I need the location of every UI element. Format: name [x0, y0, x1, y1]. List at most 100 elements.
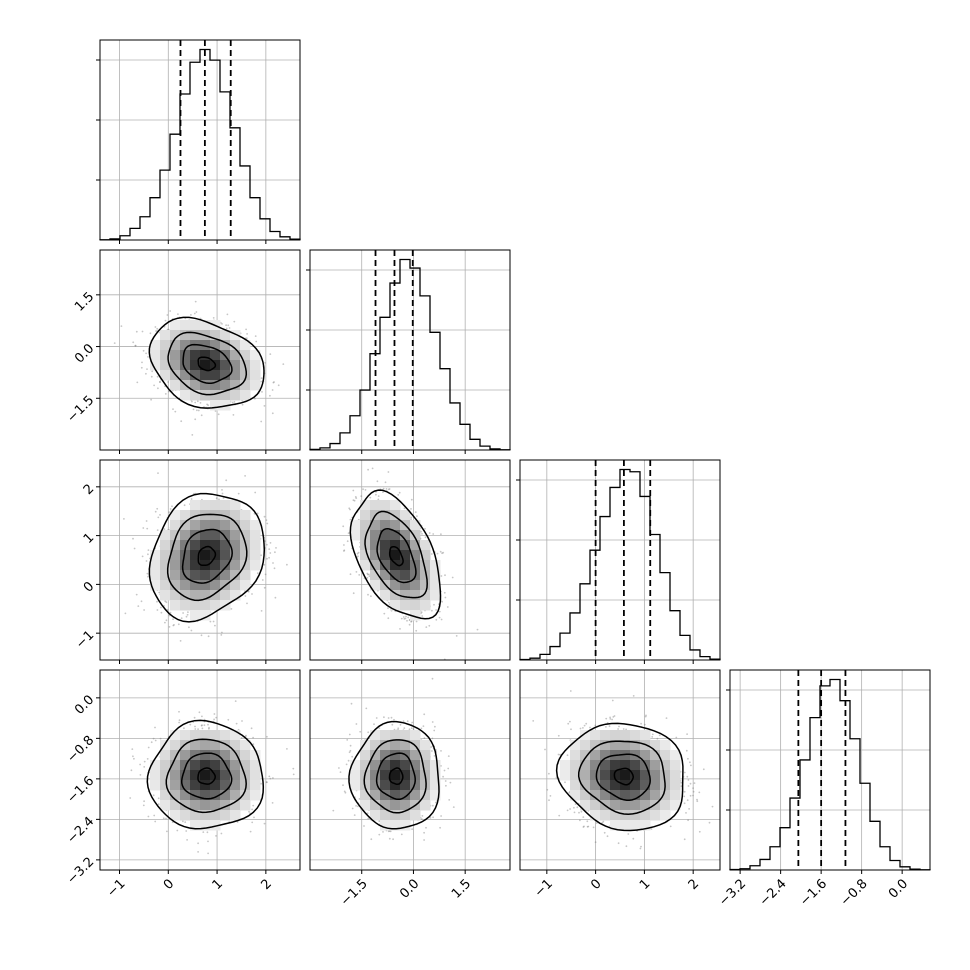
- density-cell: [420, 760, 431, 771]
- density-cell: [200, 770, 211, 781]
- density-cell: [630, 730, 641, 741]
- density-cell: [620, 790, 631, 801]
- density-cell: [230, 560, 241, 571]
- density-cell: [420, 780, 431, 791]
- density-cell: [390, 520, 401, 531]
- density-cell: [200, 730, 211, 741]
- density-cell: [210, 760, 221, 771]
- histogram-panel-2: [516, 459, 721, 661]
- density-cell: [210, 540, 221, 551]
- density-cell: [240, 570, 251, 581]
- density-cell: [400, 810, 411, 821]
- density-cell: [370, 780, 381, 791]
- density-cell: [160, 330, 171, 341]
- density-cell: [210, 730, 221, 741]
- histogram-bars: [309, 258, 511, 451]
- density-cell: [640, 770, 651, 781]
- density-cell: [170, 800, 181, 811]
- density-cell: [200, 750, 211, 761]
- density-cell: [370, 810, 381, 821]
- density-cell: [670, 800, 681, 811]
- density-cell: [160, 790, 171, 801]
- contour-line: [388, 767, 404, 786]
- density-cell: [380, 780, 391, 791]
- density-cell: [620, 810, 631, 821]
- density-cell: [230, 580, 241, 591]
- density-cell: [650, 760, 661, 771]
- density-cell: [240, 780, 251, 791]
- density-cell: [580, 730, 591, 741]
- density-cell: [210, 580, 221, 591]
- density-cell: [220, 810, 231, 821]
- density-cell: [190, 780, 201, 791]
- density-cell: [400, 760, 411, 771]
- density-cell: [650, 810, 661, 821]
- density-cell: [150, 770, 161, 781]
- panel-frame: [99, 669, 301, 871]
- density-cell: [610, 760, 621, 771]
- density-cell: [240, 760, 251, 771]
- density-cell: [670, 760, 681, 771]
- density-cell: [220, 540, 231, 551]
- density-cell: [200, 380, 211, 391]
- density-cell: [190, 540, 201, 551]
- density-cell: [630, 760, 641, 771]
- density-cell: [200, 540, 211, 551]
- density-cell: [430, 790, 441, 801]
- density-cell: [240, 580, 251, 591]
- density-cell: [570, 760, 581, 771]
- density-cell: [400, 530, 411, 541]
- density-cell: [250, 360, 261, 371]
- density-cell: [360, 750, 371, 761]
- density-cell: [160, 340, 171, 351]
- density-cell: [630, 770, 641, 781]
- density-cell: [380, 590, 391, 601]
- density-cell: [230, 730, 241, 741]
- density-cell: [250, 520, 261, 531]
- density-cell: [410, 520, 421, 531]
- density-cell: [230, 360, 241, 371]
- density-cell: [210, 500, 221, 511]
- panel-frame: [309, 669, 511, 871]
- contour-line: [197, 545, 217, 567]
- density-cell: [230, 770, 241, 781]
- density-cell: [170, 520, 181, 531]
- contour-line: [197, 356, 217, 372]
- density-cell: [370, 540, 381, 551]
- density-cell: [370, 740, 381, 751]
- density-cell: [370, 560, 381, 571]
- density-cell: [660, 770, 671, 781]
- density-cell: [210, 810, 221, 821]
- density-cell: [190, 510, 201, 521]
- scatter-panel-3-0: [99, 669, 301, 871]
- contour-line: [555, 722, 684, 832]
- density-cell: [200, 370, 211, 381]
- density-cell: [240, 560, 251, 571]
- density-cell: [230, 810, 241, 821]
- density-cell: [620, 760, 631, 771]
- density-cell: [150, 580, 161, 591]
- density-cell: [190, 500, 201, 511]
- density-cell: [160, 780, 171, 791]
- density-cell: [240, 340, 251, 351]
- density-cell: [580, 780, 591, 791]
- density-cell: [190, 610, 201, 621]
- x-tick-label: −1: [104, 876, 128, 900]
- density-cell: [220, 360, 231, 371]
- density-cell: [170, 560, 181, 571]
- contour-line: [165, 738, 247, 814]
- density-cell: [230, 760, 241, 771]
- density-cell: [400, 590, 411, 601]
- density-cell: [150, 340, 161, 351]
- density-cell: [400, 770, 411, 781]
- y-tick-label: −1: [73, 628, 97, 652]
- density-cell: [200, 570, 211, 581]
- density-cell: [350, 520, 361, 531]
- density-cell: [610, 820, 621, 831]
- density-cell: [170, 550, 181, 561]
- density-cell: [190, 590, 201, 601]
- density-cell: [390, 780, 401, 791]
- density-cell: [180, 560, 191, 571]
- x-tick-label: −0.8: [838, 876, 871, 909]
- density-cell: [650, 750, 661, 761]
